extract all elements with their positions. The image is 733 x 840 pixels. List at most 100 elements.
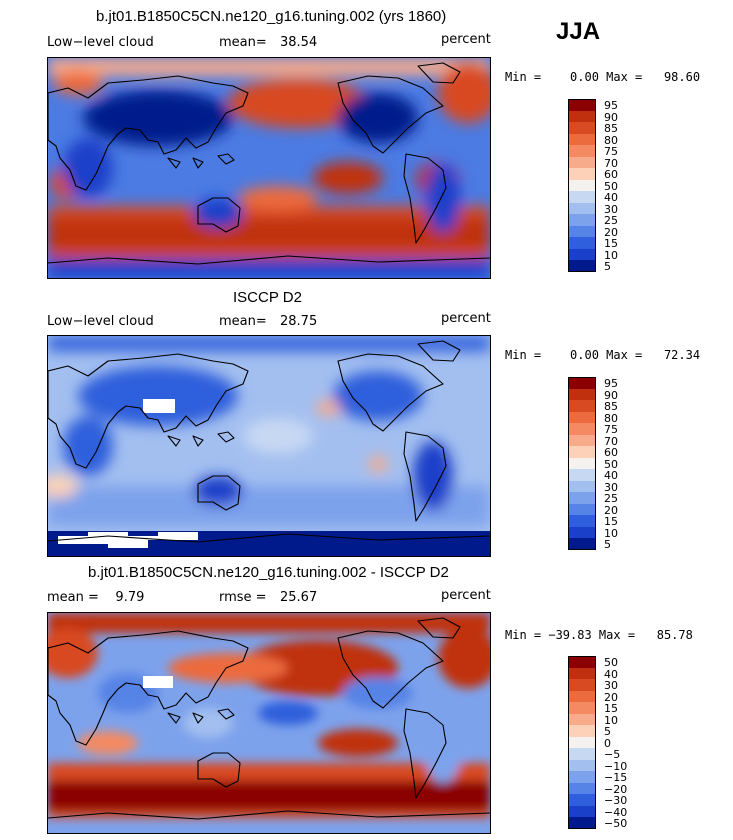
panel-3-unit: percent (441, 588, 491, 603)
colorbar-swatch (568, 202, 596, 215)
colorbar-swatch (568, 480, 596, 493)
colorbar-label: 5 (604, 725, 611, 738)
colorbar-swatch (568, 457, 596, 470)
colorbar-swatch (568, 690, 596, 703)
colorbar-label: −15 (604, 771, 628, 784)
colorbar-label: 10 (604, 248, 618, 262)
colorbar-swatch (568, 748, 596, 760)
colorbar-label: 25 (604, 492, 618, 505)
colorbar-label: 15 (604, 237, 618, 250)
panel-3-rmse-value: 25.67 (280, 590, 318, 605)
colorbar-swatch (568, 122, 596, 134)
panel-3-colorbar: 50 40 30 20 15 10 5 0 −5 −10 −15 −20 −30 −40 −50 (568, 656, 638, 831)
colorbar-label: −10 (604, 759, 628, 773)
panel-1-map-field (48, 58, 490, 278)
panel-2-minmax: Min = 0.00 Max = 72.34 (505, 348, 701, 362)
colorbar-swatch (568, 423, 596, 435)
colorbar-label: 20 (604, 225, 618, 239)
colorbar-swatch (568, 503, 596, 516)
colorbar-label: 75 (604, 145, 618, 158)
colorbar-label: 90 (604, 388, 618, 402)
panel-3-rmse-label: rmse = (219, 590, 267, 605)
panel-1-title: b.jt01.B1850C5CN.ne120_g16.tuning.002 (y… (96, 8, 447, 25)
panel-1-map (47, 57, 491, 279)
colorbar-label: 85 (604, 122, 618, 135)
colorbar-label: 30 (604, 679, 618, 692)
colorbar-label: 70 (604, 434, 618, 448)
panel-2-map-field (48, 336, 490, 556)
colorbar-swatch (568, 538, 596, 550)
colorbar-swatch (568, 225, 596, 238)
colorbar-swatch (568, 526, 596, 539)
colorbar-swatch (568, 679, 596, 691)
colorbar-swatch (568, 492, 596, 504)
panel-1-mean-value: 38.54 (280, 35, 318, 50)
colorbar-label: 80 (604, 411, 618, 425)
colorbar-label: 30 (604, 480, 618, 494)
colorbar-swatch (568, 156, 596, 169)
panel-1-mean-label: mean= (219, 35, 267, 50)
panel-1-minmax: Min = 0.00 Max = 98.60 (505, 70, 701, 84)
colorbar-label: 0 (604, 736, 611, 750)
panel-2-variable-label: Low−level cloud (47, 314, 154, 329)
colorbar-label: 50 (604, 457, 618, 471)
colorbar-label: 70 (604, 156, 618, 170)
colorbar-label: 5 (604, 260, 611, 273)
colorbar-swatch (568, 446, 596, 458)
panel-2-map (47, 335, 491, 557)
colorbar-swatch (568, 434, 596, 447)
colorbar-label: 75 (604, 423, 618, 436)
colorbar-label: 5 (604, 538, 611, 551)
colorbar-label: 60 (604, 168, 618, 181)
colorbar-label: 40 (604, 667, 618, 681)
colorbar-label: −5 (604, 748, 621, 761)
panel-3-title: b.jt01.B1850C5CN.ne120_g16.tuning.002 - … (88, 564, 449, 581)
panel-2-title: ISCCP D2 (233, 289, 302, 306)
colorbar-label: 95 (604, 99, 618, 112)
panel-1-unit: percent (441, 32, 491, 47)
colorbar-label: 50 (604, 179, 618, 193)
panel-1-colorbar: 95 90 85 80 75 70 60 50 40 30 25 20 15 10 5 (568, 99, 638, 274)
colorbar-swatch (568, 260, 596, 272)
colorbar-swatch (568, 736, 596, 749)
colorbar-swatch (568, 794, 596, 806)
colorbar-swatch (568, 411, 596, 424)
colorbar-label: 15 (604, 702, 618, 715)
colorbar-swatch (568, 713, 596, 726)
panel-3-minmax: Min = −39.83 Max = 85.78 (505, 628, 693, 642)
panel-3-map (47, 612, 491, 834)
colorbar-swatch (568, 237, 596, 249)
panel-3-map-field (48, 613, 490, 833)
colorbar-swatch (568, 771, 596, 783)
colorbar-label: 25 (604, 214, 618, 227)
colorbar-label: 80 (604, 133, 618, 147)
colorbar-label: −40 (604, 805, 628, 819)
panel-2-colorbar: 95 90 85 80 75 70 60 50 40 30 25 20 15 10 5 (568, 377, 638, 552)
colorbar-swatch (568, 248, 596, 261)
colorbar-swatch (568, 145, 596, 157)
colorbar-swatch (568, 515, 596, 527)
colorbar-label: 90 (604, 110, 618, 124)
colorbar-swatch (568, 805, 596, 818)
colorbar-label: 95 (604, 377, 618, 390)
colorbar-swatch (568, 214, 596, 226)
colorbar-swatch (568, 388, 596, 401)
colorbar-label: 10 (604, 713, 618, 727)
colorbar-label: 40 (604, 191, 618, 204)
colorbar-swatch (568, 191, 596, 203)
colorbar-label: 50 (604, 656, 618, 669)
colorbar-label: 20 (604, 690, 618, 704)
colorbar-swatch (568, 469, 596, 481)
panel-2-mean-value: 28.75 (280, 314, 318, 329)
panel-1-variable-label: Low−level cloud (47, 35, 154, 50)
colorbar-swatch (568, 99, 596, 111)
colorbar-swatch (568, 168, 596, 180)
colorbar-swatch (568, 400, 596, 412)
colorbar-swatch (568, 110, 596, 123)
colorbar-label: 85 (604, 400, 618, 413)
panel-3-mean-stat: mean = 9.79 (47, 590, 145, 605)
colorbar-label: 30 (604, 202, 618, 216)
colorbar-swatch (568, 656, 596, 668)
colorbar-label: −50 (604, 817, 628, 830)
colorbar-swatch (568, 782, 596, 795)
